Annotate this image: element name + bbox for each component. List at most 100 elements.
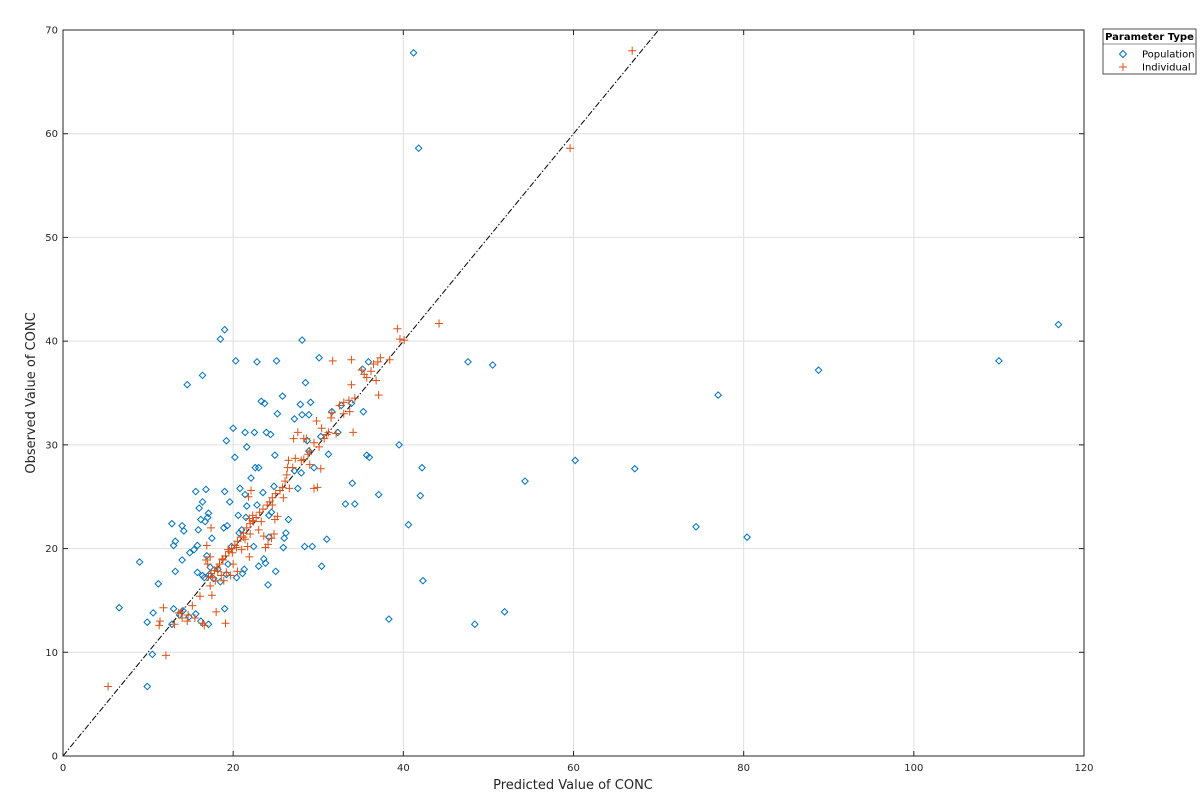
individual-point xyxy=(309,484,318,493)
population-point xyxy=(241,490,249,499)
individual-point xyxy=(212,607,221,616)
individual-point xyxy=(317,424,326,433)
individual-point xyxy=(400,336,409,345)
population-point xyxy=(262,428,271,437)
individual-point xyxy=(222,568,231,577)
individual-point xyxy=(327,408,336,417)
individual-point xyxy=(268,493,277,502)
population-point xyxy=(223,521,232,530)
individual-point xyxy=(204,572,213,581)
population-point xyxy=(284,515,293,524)
population-point xyxy=(169,604,178,613)
individual-point xyxy=(232,543,241,552)
population-point xyxy=(225,497,234,506)
identity-reference-line xyxy=(62,29,659,757)
individual-point xyxy=(324,428,333,437)
individual-point xyxy=(243,542,252,551)
population-point xyxy=(202,551,211,560)
individual-point xyxy=(315,442,324,451)
individual-point xyxy=(203,560,212,569)
population-point xyxy=(260,399,269,408)
legend-item-population[interactable]: Population xyxy=(1118,50,1195,61)
population-point xyxy=(271,567,280,576)
population-point xyxy=(571,456,580,465)
y-tick-label: 0 xyxy=(52,752,58,763)
population-point xyxy=(418,463,426,472)
population-point xyxy=(220,325,229,334)
individual-point xyxy=(360,370,369,379)
population-point xyxy=(224,560,232,569)
x-tick-label: 80 xyxy=(737,763,750,774)
population-point xyxy=(179,527,188,535)
individual-point xyxy=(282,470,291,479)
population-point xyxy=(235,529,244,537)
population-point xyxy=(1054,320,1063,329)
individual-point xyxy=(247,486,256,495)
population-point xyxy=(488,361,497,369)
population-point xyxy=(154,579,163,588)
legend[interactable]: Parameter Type Population Individual xyxy=(1102,28,1197,75)
individual-point xyxy=(264,540,273,549)
y-tick-label: 10 xyxy=(45,648,58,659)
individual-point xyxy=(202,541,211,550)
individual-point xyxy=(279,493,288,502)
population-point xyxy=(315,353,324,362)
population-point xyxy=(135,558,144,566)
individual-point xyxy=(566,144,575,153)
population-point xyxy=(264,511,273,520)
population-point xyxy=(270,482,278,491)
individual-point xyxy=(268,501,277,510)
population-point xyxy=(242,443,251,451)
population-point xyxy=(229,424,238,433)
population-point xyxy=(359,407,368,416)
individual-point xyxy=(357,366,366,375)
individual-point xyxy=(283,463,292,472)
population-point xyxy=(316,432,325,441)
individual-point xyxy=(226,571,235,580)
population-point xyxy=(272,356,281,365)
population-point xyxy=(191,487,200,496)
individual-point xyxy=(237,545,246,554)
individual-point xyxy=(184,610,193,619)
legend-box xyxy=(1102,28,1197,75)
individual-point xyxy=(233,537,242,546)
individual-point xyxy=(350,394,359,403)
population-point xyxy=(204,509,213,518)
population-point xyxy=(195,504,204,513)
population-point xyxy=(301,378,310,387)
individual-point xyxy=(271,489,280,498)
individual-point xyxy=(628,46,637,55)
individual-point xyxy=(344,396,353,405)
population-point xyxy=(290,415,299,423)
population-point xyxy=(249,542,258,551)
individual-point xyxy=(170,620,179,629)
population-point xyxy=(193,541,202,550)
population-point xyxy=(364,357,373,366)
individual-point xyxy=(373,357,382,366)
individual-point xyxy=(367,367,376,376)
population-point xyxy=(293,484,302,493)
individual-point xyxy=(249,517,258,526)
population-point xyxy=(251,463,260,472)
population-point xyxy=(222,570,231,579)
population-point xyxy=(193,568,202,577)
population-point xyxy=(148,650,157,659)
individual-point xyxy=(349,428,358,437)
population-point xyxy=(500,607,509,616)
x-tick-label: 20 xyxy=(227,763,240,774)
individual-point xyxy=(393,324,402,333)
population-point xyxy=(298,410,306,419)
population-point xyxy=(384,615,393,624)
population-point xyxy=(692,522,700,531)
individual-point xyxy=(178,614,187,623)
legend-item-individual[interactable]: Individual xyxy=(1119,63,1191,74)
population-point xyxy=(242,513,250,522)
individual-point xyxy=(224,545,233,554)
individual-point xyxy=(372,376,381,385)
individual-point xyxy=(229,560,238,569)
individual-point xyxy=(244,492,253,501)
individual-point xyxy=(207,523,216,532)
individual-point xyxy=(385,355,394,364)
population-point xyxy=(297,468,306,477)
